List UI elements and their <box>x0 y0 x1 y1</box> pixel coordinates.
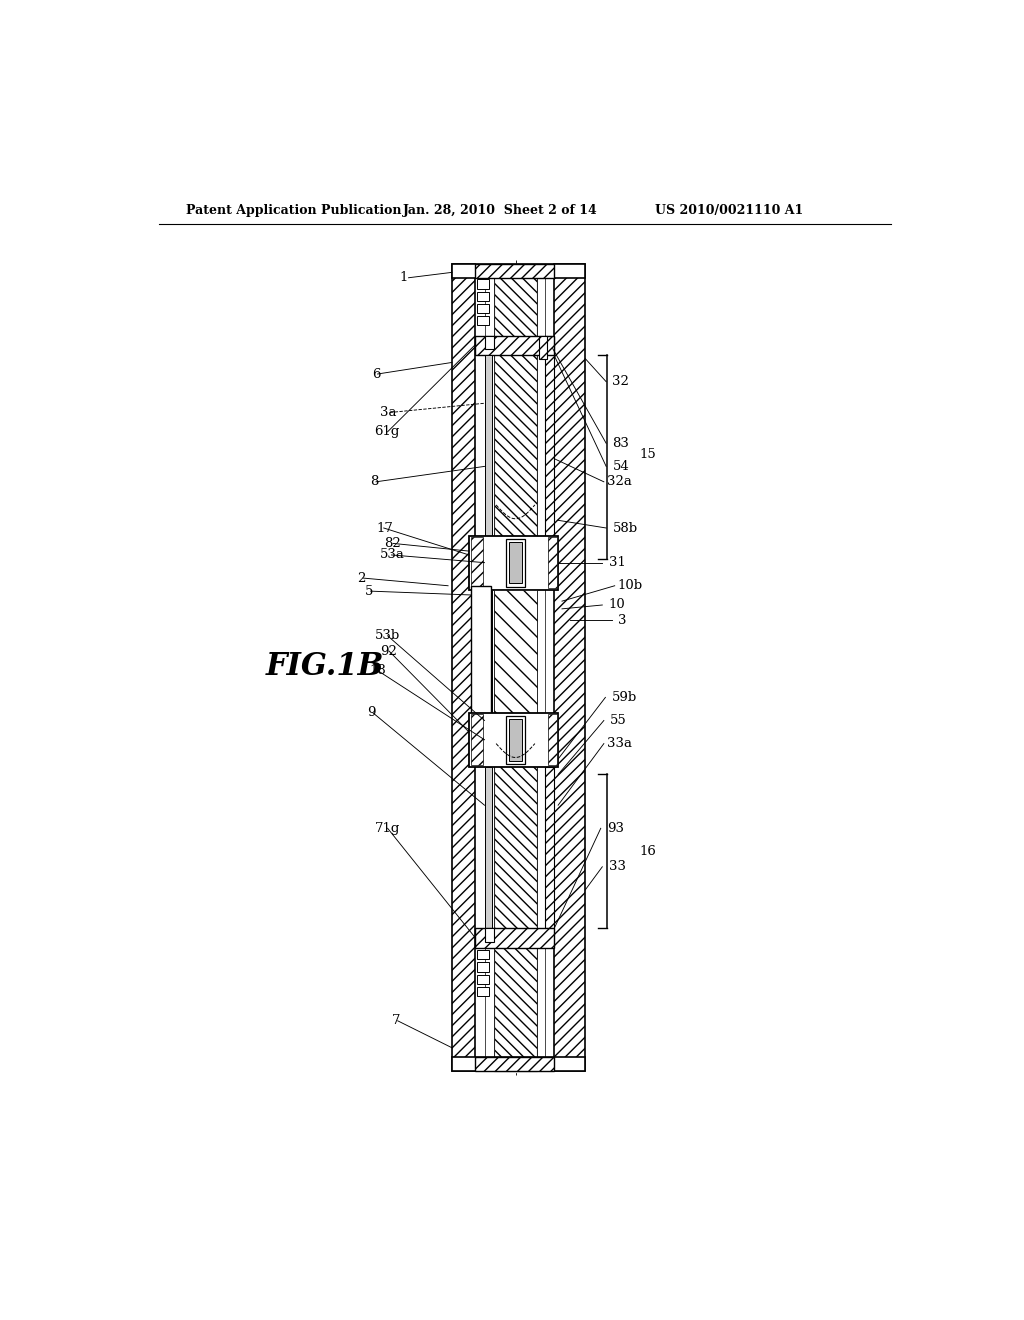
Bar <box>484 335 494 350</box>
Bar <box>554 264 586 1071</box>
Text: 10b: 10b <box>617 579 643 593</box>
Bar <box>475 928 554 948</box>
Bar <box>477 974 489 983</box>
Bar <box>538 264 545 1071</box>
Text: 71g: 71g <box>375 822 399 834</box>
Text: 31: 31 <box>608 556 626 569</box>
Text: 32a: 32a <box>607 475 632 488</box>
Text: 8: 8 <box>370 475 378 488</box>
Text: 15: 15 <box>640 449 656 462</box>
Text: 18: 18 <box>370 664 386 677</box>
Text: 55: 55 <box>610 714 627 727</box>
Bar <box>469 713 558 767</box>
Bar <box>471 537 483 589</box>
Bar <box>548 537 557 589</box>
Text: 59b: 59b <box>611 690 637 704</box>
Bar <box>471 586 490 717</box>
Bar <box>475 1057 554 1071</box>
Bar <box>506 715 524 763</box>
Text: 9: 9 <box>367 706 375 719</box>
Bar <box>548 714 557 766</box>
Text: 32: 32 <box>612 375 630 388</box>
Text: 54: 54 <box>612 459 629 473</box>
Text: 1: 1 <box>399 271 408 284</box>
Bar <box>475 264 554 277</box>
Text: 61g: 61g <box>375 425 399 438</box>
Text: 5: 5 <box>365 585 373 598</box>
Bar <box>539 335 547 359</box>
Bar <box>484 590 493 713</box>
Bar <box>477 950 489 960</box>
Bar <box>484 928 494 942</box>
Bar <box>545 767 554 928</box>
Text: 92: 92 <box>380 644 396 657</box>
Text: 16: 16 <box>640 845 656 858</box>
Text: 3a: 3a <box>380 407 396 418</box>
Bar <box>452 1057 586 1071</box>
Bar <box>484 767 493 928</box>
Text: 83: 83 <box>612 437 630 450</box>
Text: US 2010/0021110 A1: US 2010/0021110 A1 <box>655 205 803 218</box>
Bar <box>477 292 489 301</box>
Text: 82: 82 <box>384 537 400 550</box>
Bar <box>545 335 554 558</box>
Bar <box>452 264 475 1071</box>
Text: 10: 10 <box>608 598 626 611</box>
Bar <box>477 962 489 972</box>
Bar <box>477 280 489 289</box>
Text: 7: 7 <box>391 1014 400 1027</box>
Text: Patent Application Publication: Patent Application Publication <box>186 205 401 218</box>
Bar <box>494 590 538 713</box>
Bar <box>509 543 521 583</box>
Bar <box>477 304 489 313</box>
Bar <box>484 264 494 1071</box>
Text: 93: 93 <box>607 822 624 834</box>
Bar <box>477 987 489 997</box>
Bar <box>469 536 558 590</box>
Bar <box>471 714 483 766</box>
Bar <box>494 264 538 1071</box>
Bar <box>506 539 524 586</box>
Text: 6: 6 <box>372 367 381 380</box>
Bar <box>475 335 554 355</box>
Text: 33a: 33a <box>607 737 632 750</box>
Text: Jan. 28, 2010  Sheet 2 of 14: Jan. 28, 2010 Sheet 2 of 14 <box>403 205 598 218</box>
Text: 53b: 53b <box>375 630 399 643</box>
Bar <box>484 355 493 536</box>
Text: 3: 3 <box>617 614 627 627</box>
Text: 53a: 53a <box>380 548 404 561</box>
Bar <box>452 264 586 277</box>
Bar <box>477 317 489 326</box>
Text: FIG.1B: FIG.1B <box>266 651 384 682</box>
Text: 33: 33 <box>608 861 626 874</box>
Text: 2: 2 <box>356 572 365 585</box>
Text: 58b: 58b <box>612 521 638 535</box>
Bar <box>509 719 521 760</box>
Text: 17: 17 <box>376 521 393 535</box>
